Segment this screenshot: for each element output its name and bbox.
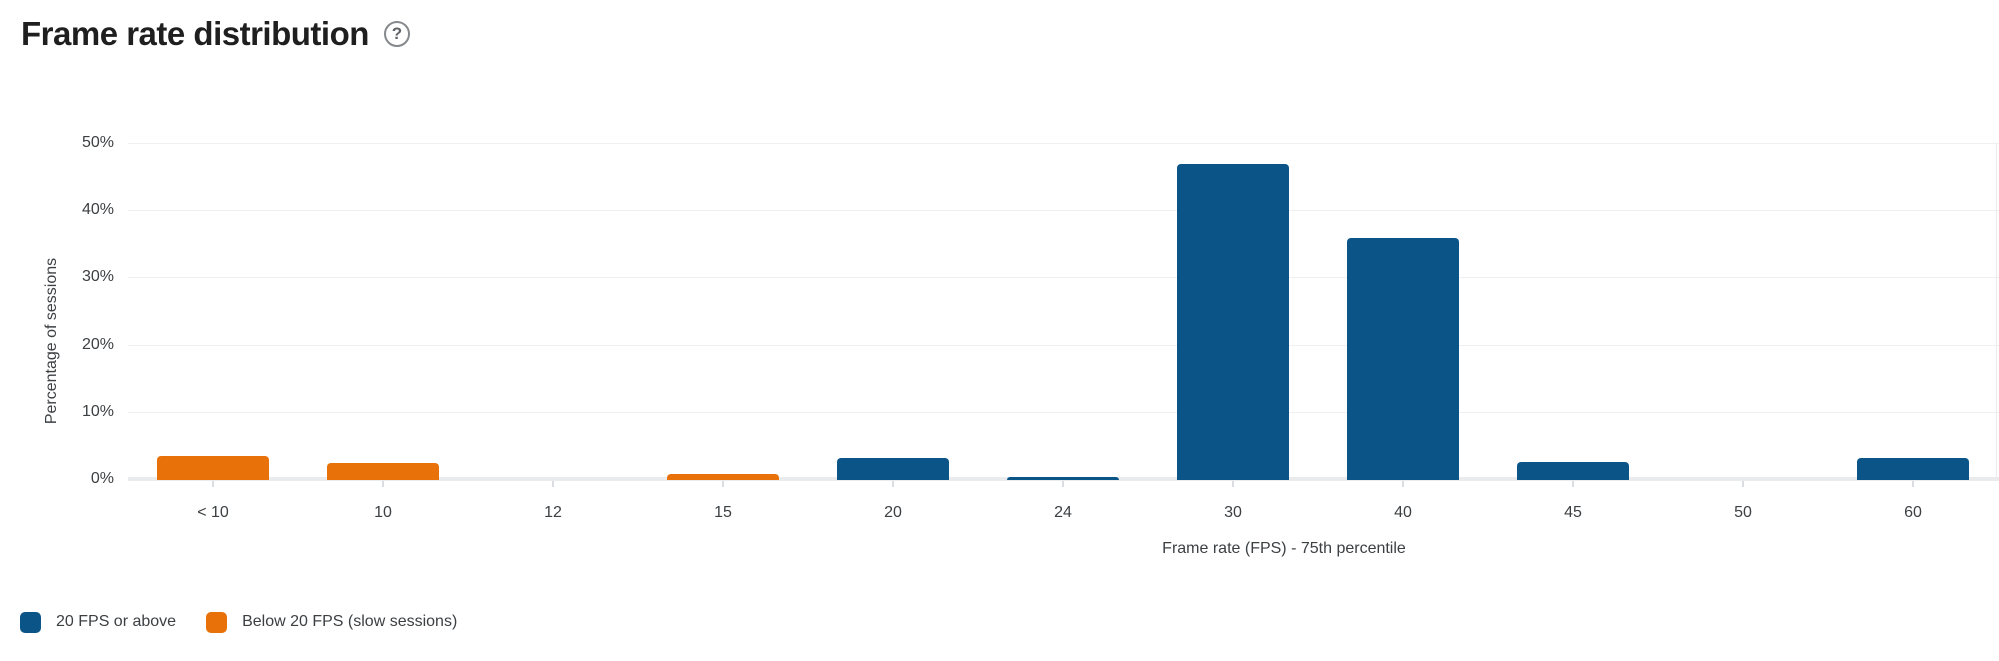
bar-24[interactable] [1007, 476, 1119, 480]
bar-20[interactable] [837, 457, 949, 480]
x-tick-mark [1572, 481, 1574, 487]
x-tick-mark [212, 481, 214, 487]
x-tick-mark [382, 481, 384, 487]
y-tick-label: 0% [90, 470, 114, 487]
bar-<10[interactable] [157, 456, 269, 480]
legend-label: 20 FPS or above [56, 613, 177, 630]
x-tick-label: 50 [1734, 504, 1752, 521]
x-tick-label: 10 [374, 504, 392, 521]
gridline [128, 277, 1999, 278]
page-title: Frame rate distribution [21, 15, 369, 52]
legend-swatch-blue-icon [20, 611, 41, 633]
bar-15[interactable] [667, 473, 779, 480]
y-tick-label: 30% [81, 268, 114, 286]
help-icon[interactable]: ? [383, 21, 410, 47]
chart-header: Frame rate distribution ? [21, 12, 410, 56]
gridline [128, 143, 1999, 144]
x-tick-mark [1062, 481, 1064, 487]
x-tick-mark [1742, 481, 1744, 487]
bar-40[interactable] [1347, 238, 1459, 480]
bar-10[interactable] [327, 463, 439, 480]
x-tick-label: < 10 [197, 504, 229, 521]
x-tick-label: 45 [1564, 504, 1582, 521]
x-tick-label: 30 [1224, 504, 1242, 521]
x-tick-mark [1232, 481, 1234, 487]
y-tick-label: 50% [81, 134, 114, 151]
x-tick-label: 12 [544, 504, 562, 521]
y-tick-label: 40% [81, 201, 114, 219]
legend-item-above-20fps: 20 FPS or above [20, 611, 176, 633]
x-tick-label: 40 [1394, 504, 1412, 521]
x-tick-mark [892, 481, 894, 487]
bar-30[interactable] [1177, 164, 1289, 480]
x-tick-mark [722, 481, 724, 487]
x-axis-title: Frame rate (FPS) - 75th percentile [1162, 540, 1406, 557]
legend-item-below-20fps: Below 20 FPS (slow sessions) [206, 611, 457, 633]
gridline [128, 412, 1999, 413]
bar-60[interactable] [1857, 458, 1969, 480]
plot-right-border [1996, 143, 1997, 481]
legend-label: Below 20 FPS (slow sessions) [242, 613, 458, 630]
x-tick-label: 24 [1054, 504, 1072, 521]
y-tick-label: 10% [81, 402, 114, 420]
gridline [128, 345, 1999, 346]
x-tick-mark [1912, 481, 1914, 487]
gridline [128, 210, 1999, 211]
x-tick-mark [552, 481, 554, 487]
legend-swatch-orange-icon [206, 611, 228, 633]
y-tick-label: 20% [81, 335, 114, 353]
x-tick-label: 20 [884, 504, 902, 521]
x-tick-label: 60 [1904, 504, 1922, 521]
bar-45[interactable] [1517, 461, 1629, 480]
x-tick-mark [1402, 481, 1404, 487]
x-tick-label: 15 [714, 504, 732, 521]
legend: 20 FPS or above Below 20 FPS (slow sessi… [20, 611, 487, 633]
